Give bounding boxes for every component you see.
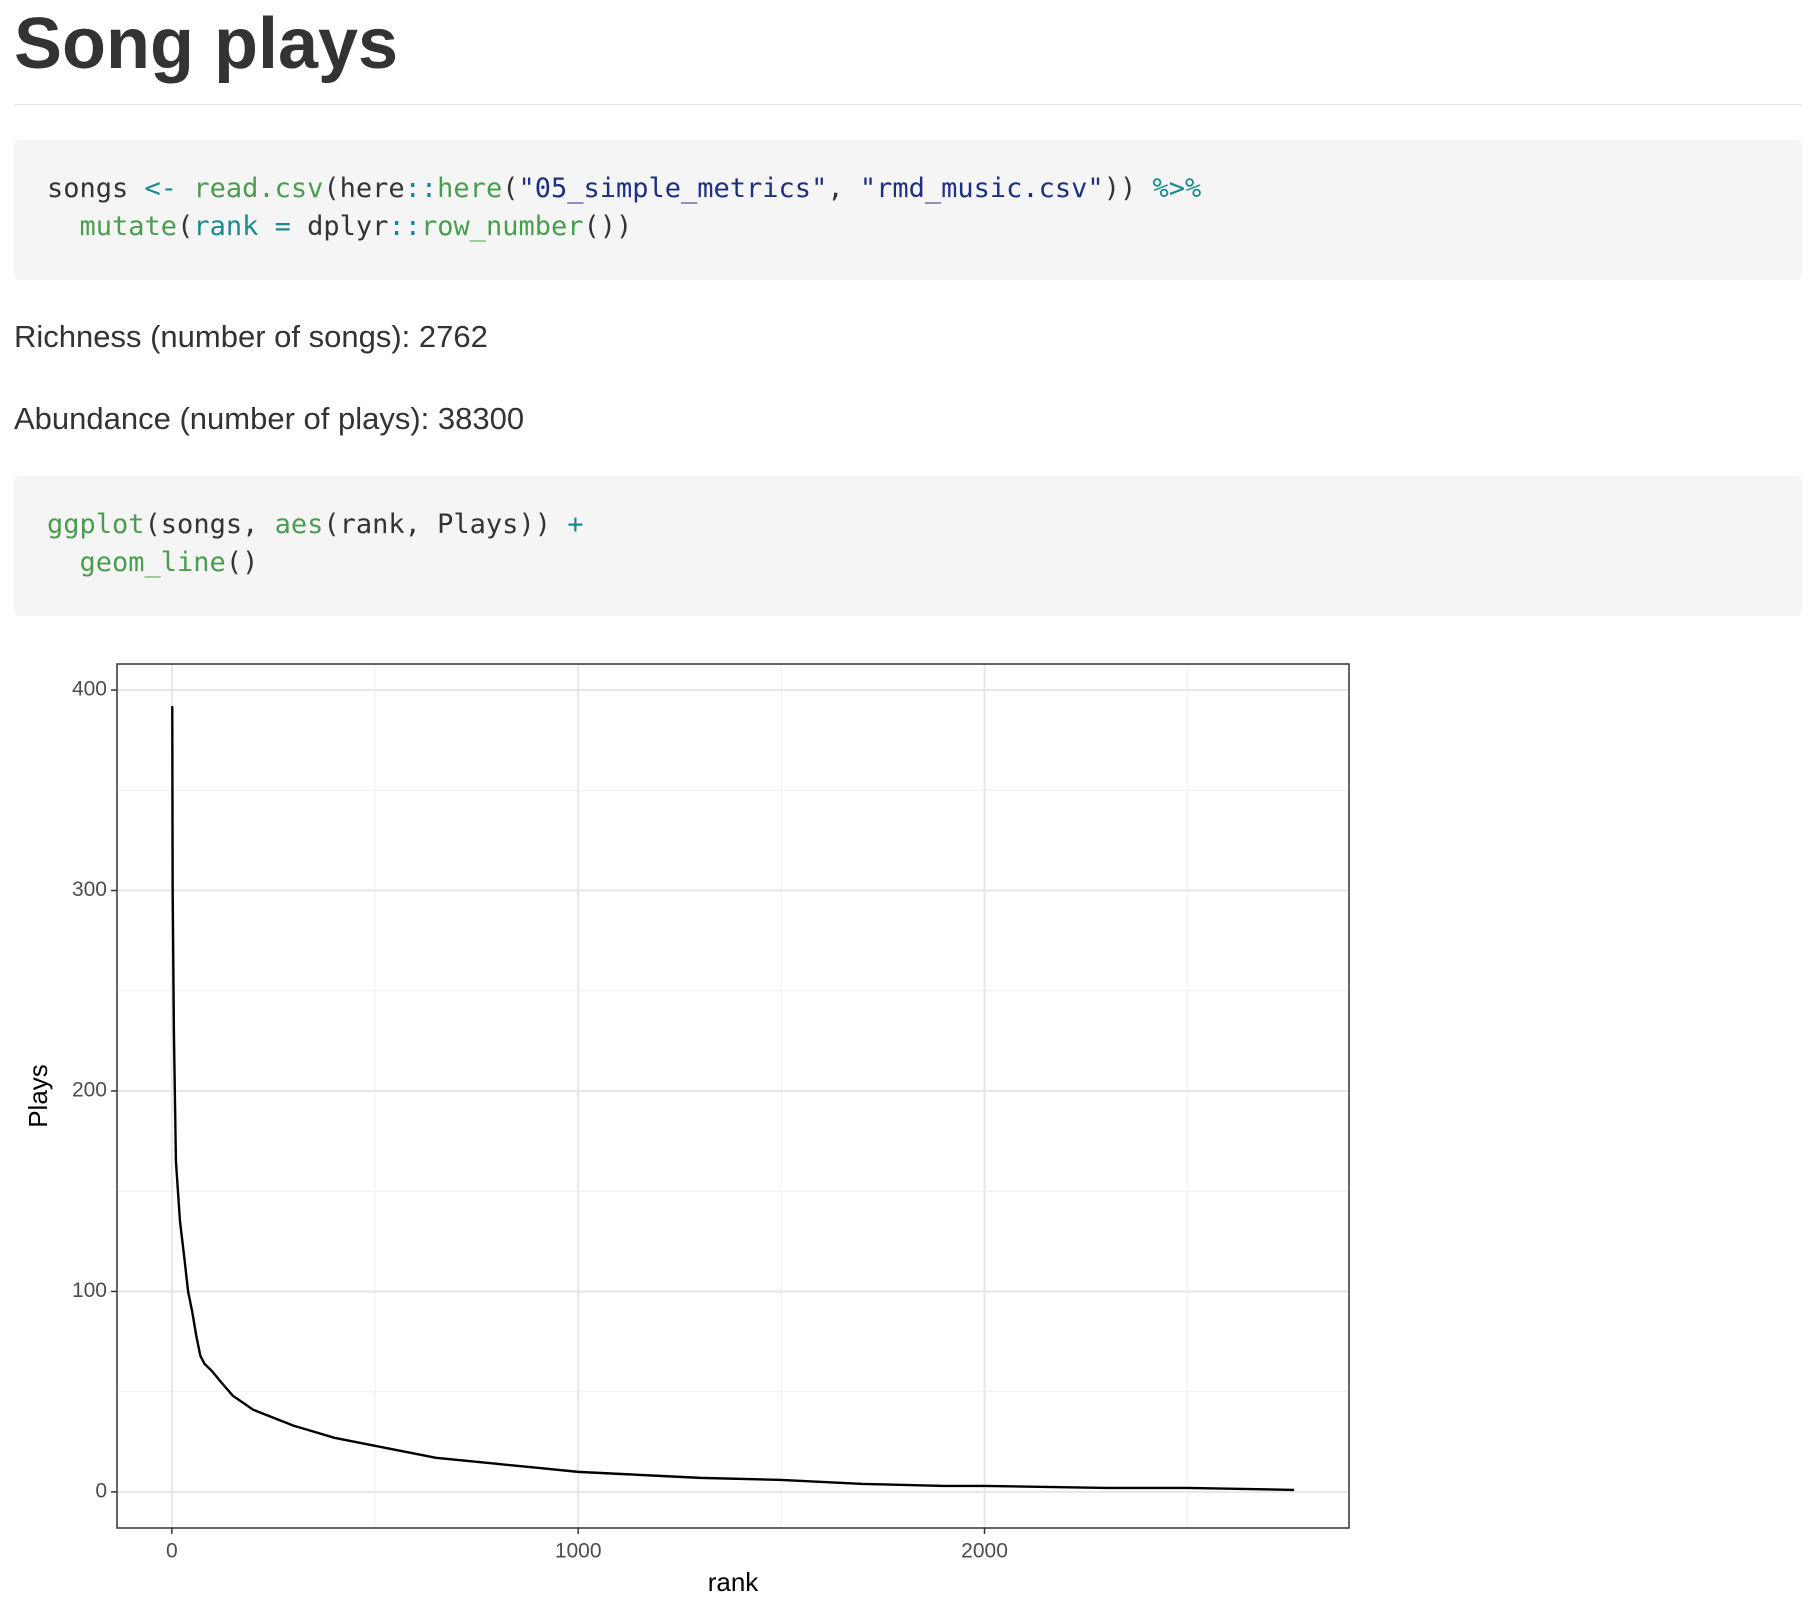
x-axis-label: rank	[708, 1567, 760, 1597]
code-line: geom_line()	[47, 544, 259, 582]
code-token: <-	[144, 173, 178, 204]
chart: 0 1000 2000 0 100 200 300 400 rank Plays	[23, 663, 1350, 1597]
page-title: Song plays	[14, 4, 399, 84]
y-tick-label: 0	[95, 1479, 107, 1502]
y-tick-label: 100	[72, 1279, 107, 1302]
paragraph: Richness (number of songs): 2762	[14, 319, 488, 354]
code-token: (rank, Plays))	[323, 509, 568, 540]
panel-border	[116, 663, 1350, 1529]
code-token: (songs,	[144, 509, 275, 540]
code-block: ggplot(songs, aes(rank, Plays)) + geom_l…	[14, 476, 1802, 616]
code-token: mutate	[79, 211, 178, 242]
code-token: (	[502, 173, 519, 204]
code-token: "05_simple_metrics"	[518, 173, 828, 204]
x-tick-label: 0	[166, 1540, 178, 1563]
code-token: =	[274, 211, 291, 242]
code-block: songs <- read.csv(here::here("05_simple_…	[14, 140, 1802, 280]
code-token: %>%	[1152, 173, 1202, 204]
code-token: songs	[47, 173, 145, 204]
y-tick-label: 400	[72, 678, 107, 701]
code-token: aes	[274, 509, 324, 540]
code-token: ))	[1103, 173, 1153, 204]
code-token: geom_line	[79, 547, 226, 578]
code-line: songs <- read.csv(here::here("05_simple_…	[47, 170, 1201, 208]
y-axis-label: Plays	[23, 1064, 53, 1128]
code-line: ggplot(songs, aes(rank, Plays)) +	[47, 506, 583, 544]
code-token	[177, 173, 193, 204]
code-token: dplyr	[290, 211, 389, 242]
code-token: ())	[583, 211, 633, 242]
y-tick-label: 200	[72, 1079, 107, 1102]
data-line	[171, 706, 1295, 1492]
code-token: ,	[827, 173, 860, 204]
y-tick-label: 300	[72, 878, 107, 901]
code-token: (	[177, 211, 194, 242]
x-tick-label: 2000	[961, 1540, 1008, 1563]
code-token: ggplot	[47, 509, 145, 540]
divider	[14, 104, 1802, 105]
code-token: here	[437, 173, 503, 204]
code-token: ::	[404, 173, 438, 204]
code-token: (here	[323, 173, 405, 204]
code-token: ()	[225, 547, 259, 578]
code-token: rank	[193, 211, 259, 242]
code-line: mutate(rank = dplyr::row_number())	[47, 208, 633, 246]
code-token: read.csv	[193, 173, 324, 204]
code-token: "rmd_music.csv"	[859, 173, 1104, 204]
code-token: ::	[388, 211, 421, 242]
code-token	[47, 547, 80, 578]
code-token	[258, 211, 274, 242]
code-token	[47, 211, 80, 242]
code-token: +	[567, 509, 584, 540]
code-token: row_number	[420, 211, 584, 242]
x-tick-label: 1000	[555, 1540, 602, 1563]
paragraph: Abundance (number of plays): 38300	[14, 401, 525, 436]
